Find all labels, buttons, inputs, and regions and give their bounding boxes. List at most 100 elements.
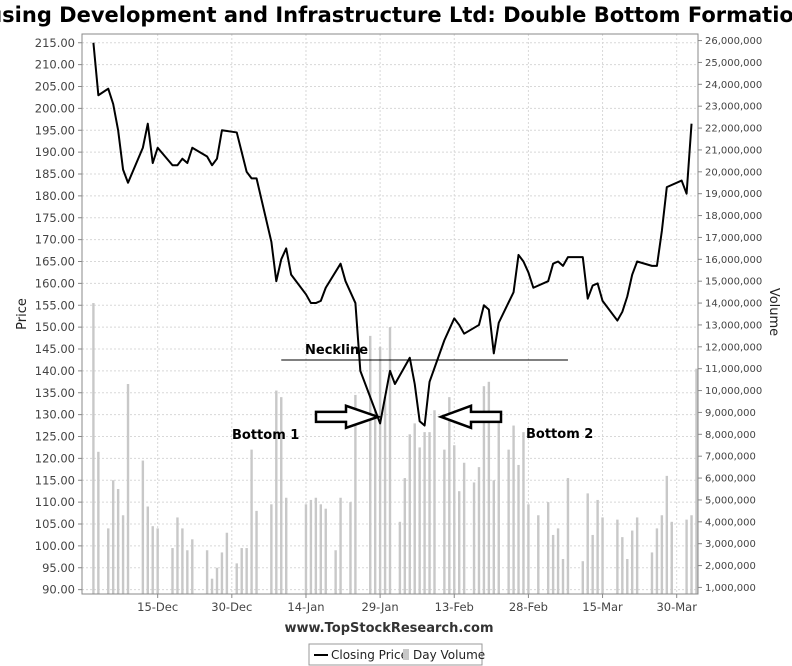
volume-tick-label: 23,000,000 bbox=[705, 102, 762, 113]
volume-bar bbox=[334, 550, 337, 594]
volume-bar bbox=[581, 561, 584, 594]
volume-bar bbox=[482, 386, 486, 594]
volume-bar bbox=[225, 532, 229, 594]
volume-bar bbox=[126, 384, 130, 594]
volume-bar bbox=[408, 434, 411, 594]
price-tick-label: 140.00 bbox=[35, 364, 75, 378]
volume-bar bbox=[433, 410, 436, 594]
price-tick-label: 115.00 bbox=[35, 473, 75, 487]
price-tick-label: 130.00 bbox=[35, 408, 75, 422]
price-tick-label: 175.00 bbox=[35, 211, 75, 225]
source-text: www.TopStockResearch.com bbox=[284, 621, 493, 636]
volume-bar bbox=[378, 346, 382, 594]
legend-frame bbox=[308, 643, 483, 666]
date-tick-label: 15-Dec bbox=[137, 600, 178, 614]
bottom1-label: Bottom 1 bbox=[232, 428, 299, 443]
date-tick-label: 30-Dec bbox=[211, 600, 252, 614]
volume-bar bbox=[616, 519, 619, 595]
volume-bar bbox=[156, 528, 159, 595]
volume-tick-label: 24,000,000 bbox=[705, 80, 762, 91]
price-tick-label: 160.00 bbox=[35, 276, 75, 290]
volume-bar bbox=[121, 515, 125, 594]
volume-bar bbox=[181, 528, 184, 595]
price-tick-label: 125.00 bbox=[35, 430, 75, 444]
date-axis: 15-Dec 30-Dec 14-Jan 29-Jan 13-Feb 28-Feb 15-M… bbox=[137, 594, 697, 614]
volume-bar bbox=[403, 478, 407, 594]
volume-bar bbox=[660, 515, 664, 594]
volume-bar bbox=[349, 502, 352, 595]
volume-bar bbox=[240, 548, 243, 594]
volume-bar bbox=[215, 567, 219, 594]
volume-bar bbox=[319, 504, 322, 594]
annotations: Neckline Bottom 1 Bottom 2 bbox=[232, 343, 593, 443]
volume-bar bbox=[601, 517, 604, 594]
volume-bar bbox=[141, 460, 145, 594]
volume-bar bbox=[428, 432, 431, 595]
volume-tick-label: 10,000,000 bbox=[705, 386, 762, 397]
volume-bar bbox=[383, 397, 387, 595]
volume-bar bbox=[507, 449, 510, 595]
volume-bar bbox=[354, 394, 357, 594]
volume-bar bbox=[191, 539, 194, 594]
volume-bar bbox=[537, 515, 540, 594]
volume-tick-label: 2,000,000 bbox=[705, 561, 756, 572]
volume-tick-label: 3,000,000 bbox=[705, 539, 756, 550]
price-tick-label: 195.00 bbox=[35, 123, 75, 137]
price-tick-label: 215.00 bbox=[35, 36, 75, 50]
grid bbox=[82, 34, 698, 594]
date-tick-label: 14-Jan bbox=[287, 600, 324, 614]
volume-bar bbox=[398, 521, 402, 594]
price-tick-label: 205.00 bbox=[35, 80, 75, 94]
volume-bar bbox=[339, 497, 342, 594]
volume-bar bbox=[245, 548, 248, 594]
volume-bar bbox=[92, 303, 95, 594]
volume-bar bbox=[255, 510, 258, 595]
legend-label-closing-price: Closing Price bbox=[331, 648, 408, 662]
volume-bar bbox=[151, 526, 154, 594]
legend-swatch-day-volume bbox=[403, 649, 409, 660]
volume-bar bbox=[453, 445, 456, 594]
volume-tick-label: 17,000,000 bbox=[705, 233, 762, 244]
volume-tick-label: 4,000,000 bbox=[705, 517, 756, 528]
price-tick-label: 200.00 bbox=[35, 101, 75, 115]
volume-bar bbox=[443, 449, 446, 595]
volume-bar bbox=[650, 552, 654, 594]
volume-tick-label: 13,000,000 bbox=[705, 320, 762, 331]
price-axis: 90.00 95.00 100.00 105.00 110.00 115.00 120.00… bbox=[35, 36, 82, 597]
volume-bar bbox=[176, 517, 179, 594]
price-line-group bbox=[92, 42, 693, 427]
volume-axis-label: Volume bbox=[766, 288, 781, 336]
volume-tick-label: 26,000,000 bbox=[705, 36, 762, 47]
date-tick-label: 30-Mar bbox=[656, 600, 697, 614]
volume-bar bbox=[314, 497, 318, 594]
price-tick-label: 145.00 bbox=[35, 342, 75, 356]
volume-bar bbox=[472, 482, 476, 594]
volume-bar bbox=[596, 499, 599, 594]
volume-bar bbox=[621, 537, 624, 595]
volume-tick-label: 22,000,000 bbox=[705, 124, 762, 135]
price-line bbox=[92, 42, 693, 427]
volume-bar bbox=[275, 390, 278, 594]
date-tick-label: 13-Feb bbox=[435, 600, 474, 614]
volume-bar bbox=[448, 397, 451, 595]
price-tick-label: 155.00 bbox=[35, 298, 75, 312]
volume-bar bbox=[369, 335, 372, 595]
volume-bars bbox=[92, 303, 698, 595]
plot-frame bbox=[81, 33, 699, 595]
volume-bar bbox=[423, 432, 426, 595]
volume-tick-label: 14,000,000 bbox=[705, 299, 762, 310]
volume-bar bbox=[146, 506, 149, 594]
bottom2-arrow bbox=[437, 404, 503, 430]
volume-tick-label: 25,000,000 bbox=[705, 58, 762, 69]
volume-bar bbox=[270, 504, 273, 594]
volume-bar bbox=[220, 552, 224, 594]
volume-bar bbox=[111, 480, 115, 594]
price-tick-label: 190.00 bbox=[35, 145, 75, 159]
volume-bar bbox=[551, 534, 555, 594]
date-tick-label: 29-Jan bbox=[362, 600, 399, 614]
volume-bar bbox=[690, 515, 693, 594]
volume-bar bbox=[566, 478, 570, 594]
volume-tick-label: 21,000,000 bbox=[705, 145, 762, 156]
volume-bar bbox=[561, 559, 565, 594]
